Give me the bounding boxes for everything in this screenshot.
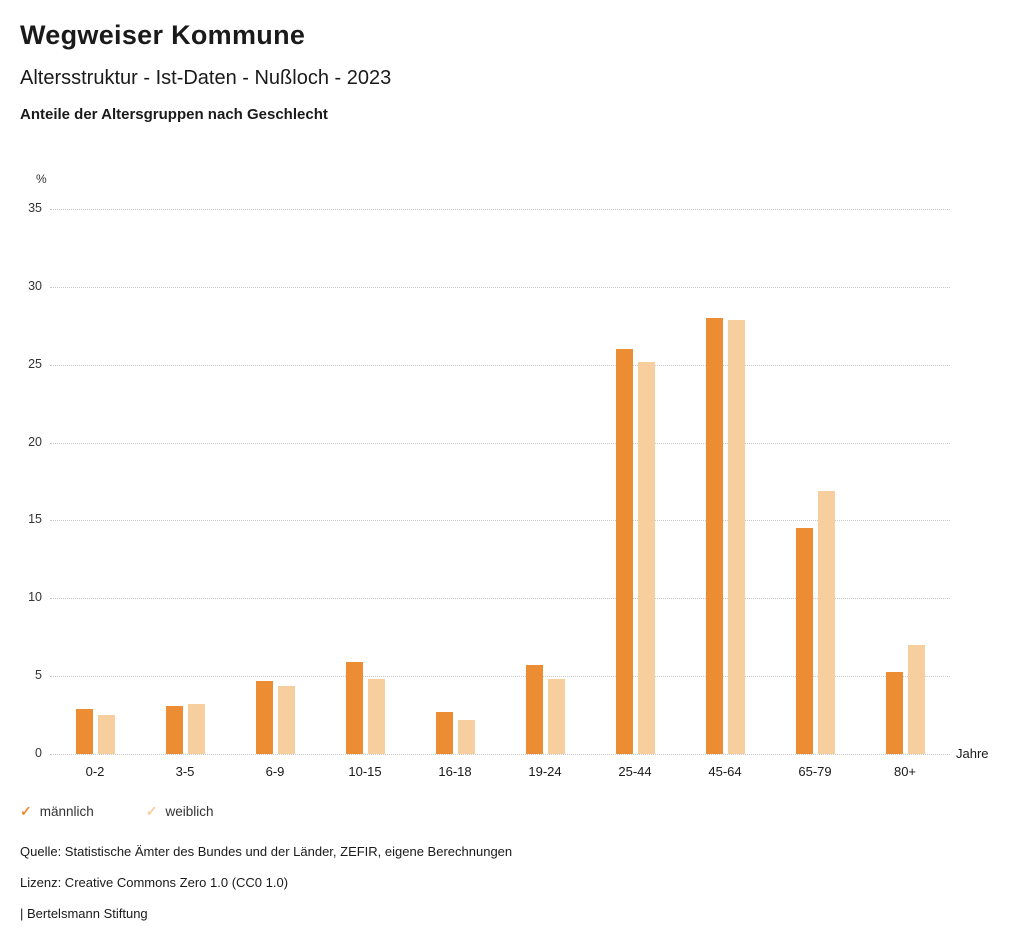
bar-group-3-5: 3-5 — [165, 209, 205, 779]
y-tick-label-25: 25 — [28, 356, 42, 371]
bar-weiblich-3-5[interactable] — [187, 704, 205, 754]
page-title: Wegweiser Kommune — [20, 20, 306, 50]
x-tick-label-10-15: 10-15 — [348, 764, 382, 779]
bar-männlich-19-24[interactable] — [525, 665, 543, 754]
bar-group-0-2: 0-2 — [75, 209, 115, 779]
bar-weiblich-25-44[interactable] — [637, 361, 655, 754]
bar-männlich-80+[interactable] — [885, 671, 903, 754]
bar-group-45-64: 45-64 — [705, 209, 745, 779]
y-tick-label-15: 15 — [28, 512, 42, 527]
bar-group-25-44: 25-44 — [615, 209, 655, 779]
bar-weiblich-6-9[interactable] — [277, 685, 295, 754]
x-tick-label-65-79: 65-79 — [798, 764, 832, 779]
source-note: Quelle: Statistische Ämter des Bundes un… — [20, 844, 513, 859]
bar-männlich-3-5[interactable] — [165, 705, 183, 754]
x-tick-label-45-64: 45-64 — [708, 764, 742, 779]
x-tick-label-80+: 80+ — [893, 764, 917, 779]
bar-group-6-9: 6-9 — [255, 209, 295, 779]
gridline-25 — [50, 364, 950, 366]
bar-männlich-25-44[interactable] — [615, 349, 633, 754]
legend-label: männlich — [39, 804, 94, 819]
bar-weiblich-10-15[interactable] — [367, 679, 385, 754]
x-tick-label-3-5: 3-5 — [175, 764, 195, 779]
y-tick-label-20: 20 — [28, 434, 42, 449]
x-tick-label-0-2: 0-2 — [85, 764, 105, 779]
y-tick-label-0: 0 — [35, 746, 42, 760]
bar-group-10-15: 10-15 — [345, 209, 385, 779]
bar-weiblich-45-64[interactable] — [727, 319, 745, 754]
y-tick-label-10: 10 — [28, 590, 42, 605]
legend-label: weiblich — [165, 804, 214, 819]
bar-group-19-24: 19-24 — [525, 209, 565, 779]
check-icon: ✓ — [20, 803, 32, 819]
x-tick-label-6-9: 6-9 — [265, 764, 285, 779]
bar-weiblich-0-2[interactable] — [97, 715, 115, 754]
bar-group-16-18: 16-18 — [435, 209, 475, 779]
y-axis-unit-label: % — [36, 172, 47, 186]
gridline-5 — [50, 676, 950, 678]
bar-weiblich-80+[interactable] — [907, 645, 925, 754]
bar-männlich-0-2[interactable] — [75, 708, 93, 754]
bar-weiblich-19-24[interactable] — [547, 679, 565, 754]
license-note: Lizenz: Creative Commons Zero 1.0 (CC0 1… — [20, 875, 289, 890]
y-tick-label-35: 35 — [28, 201, 42, 215]
legend-item-maennlich[interactable]: ✓ männlich — [20, 803, 94, 820]
legend-item-weiblich[interactable]: ✓ weiblich — [146, 803, 214, 820]
bar-männlich-10-15[interactable] — [345, 662, 363, 754]
attribution-note: | Bertelsmann Stiftung — [20, 906, 148, 921]
bar-group-65-79: 65-79 — [795, 209, 835, 779]
bar-group-80+: 80+ — [885, 209, 925, 779]
gridline-20 — [50, 442, 950, 444]
bar-männlich-65-79[interactable] — [795, 528, 813, 754]
bar-chart-plot-area: 0 5 10 15 20 25 30 35 0-2 3-5 6-9 10-15 16-18 19-24 25… — [28, 201, 950, 779]
x-tick-label-16-18: 16-18 — [438, 764, 472, 779]
y-tick-label-30: 30 — [28, 278, 42, 293]
y-tick-label-5: 5 — [35, 668, 42, 683]
x-axis-label: Jahre — [956, 746, 989, 761]
x-tick-label-25-44: 25-44 — [618, 764, 652, 779]
x-tick-label-19-24: 19-24 — [528, 764, 562, 779]
chart-subtitle: Anteile der Altersgruppen nach Geschlech… — [20, 106, 328, 123]
gridline-0 — [50, 754, 950, 755]
check-icon: ✓ — [145, 803, 158, 819]
bar-männlich-45-64[interactable] — [705, 318, 723, 754]
bar-männlich-16-18[interactable] — [435, 712, 453, 754]
bar-weiblich-16-18[interactable] — [457, 719, 475, 754]
bar-weiblich-65-79[interactable] — [817, 490, 835, 754]
bar-groups: 0-2 3-5 6-9 10-15 16-18 19-24 25-44 45-64 65-79 8… — [50, 209, 950, 779]
gridline-35 — [50, 209, 950, 210]
bar-männlich-6-9[interactable] — [255, 680, 273, 754]
chart-title: Altersstruktur - Ist-Daten - Nußloch - 2… — [20, 67, 392, 89]
gridline-10 — [50, 598, 950, 600]
gridline-15 — [50, 520, 950, 522]
chart-legend: ✓ männlich ✓ weiblich — [20, 803, 266, 820]
gridline-30 — [50, 286, 950, 288]
